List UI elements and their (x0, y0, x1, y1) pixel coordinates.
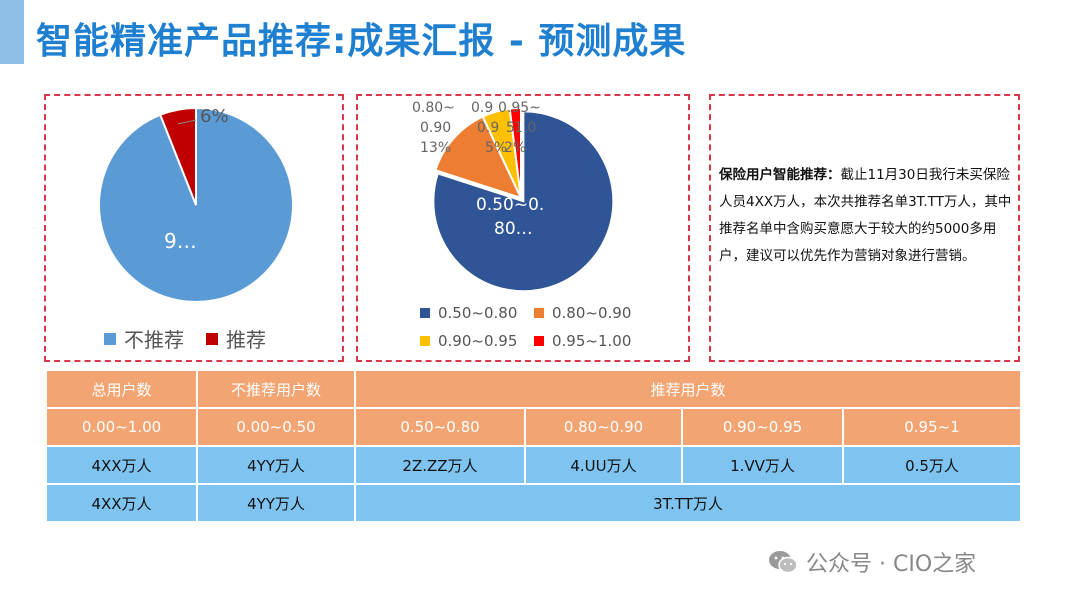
legend-label: 0.95~1.00 (552, 332, 632, 350)
legend-swatch (534, 308, 544, 318)
legend-swatch (420, 336, 430, 346)
page-title: 智能精准产品推荐:成果汇报 - 预测成果 (36, 21, 687, 62)
user-summary-table: 总用户数 不推荐用户数 推荐用户数 0.00~1.00 0.00~0.50 0.… (45, 369, 1023, 523)
table-cell: 4XX万人 (45, 445, 198, 485)
data-label-0.95-1.00-line4: 2% (504, 140, 526, 156)
pie-chart-2: 0.50~0. 80… 0.80~ 0.90 13% 0.9 0.9 5% 0.… (412, 100, 615, 293)
table-row: 4XX万人 4YY万人 3T.TT万人 (45, 483, 1023, 523)
data-label-not-recommended: 9… (164, 229, 197, 253)
legend-item-0.80-0.90: 0.80~0.90 (534, 304, 654, 322)
data-label-0.90-0.95-line3: 5% (485, 140, 507, 156)
legend-label: 推荐 (226, 328, 266, 352)
header-recommended-users: 推荐用户数 (353, 369, 1023, 409)
data-label-0.90-0.95-line2: 0.9 (477, 120, 499, 136)
range-cell: 0.00~0.50 (196, 407, 356, 447)
pie-slice-0.50-0.80 (432, 110, 615, 293)
legend-swatch (206, 332, 218, 345)
range-cell: 0.00~1.00 (45, 407, 198, 447)
table-cell: 4XX万人 (45, 483, 198, 523)
legend-label: 不推荐 (124, 328, 184, 352)
range-cell: 0.95~1 (841, 407, 1023, 447)
legend-swatch (534, 336, 544, 346)
table-cell: 2Z.ZZ万人 (354, 445, 526, 485)
header-not-recommended-users: 不推荐用户数 (196, 369, 356, 409)
wechat-icon (769, 551, 798, 574)
legend-swatch (420, 308, 430, 318)
data-label-0.90-0.95-line1: 0.9 (471, 100, 493, 116)
header-total-users: 总用户数 (45, 369, 198, 409)
data-label-recommended: 6% (200, 106, 229, 127)
table-row: 4XX万人 4YY万人 2Z.ZZ万人 4.UU万人 1.VV万人 0.5万人 (45, 445, 1023, 485)
legend-label: 0.50~0.80 (438, 304, 518, 322)
data-label-0.95-1.00-line1: 0.95~ (498, 100, 541, 116)
pie-chart-panel-score-ranges: 0.50~0. 80… 0.80~ 0.90 13% 0.9 0.9 5% 0.… (356, 94, 690, 362)
legend-label: 0.90~0.95 (438, 332, 518, 350)
pie-chart-1: 6% 9… (98, 106, 294, 303)
pie-legend-1: 不推荐 推荐 (104, 324, 266, 353)
range-cell: 0.80~0.90 (524, 407, 683, 447)
table-cell-recommended-total: 3T.TT万人 (353, 483, 1023, 523)
table-header-row: 总用户数 不推荐用户数 推荐用户数 (45, 369, 1023, 409)
range-cell: 0.50~0.80 (354, 407, 526, 447)
description-body: 截止11月30日我行未买保险人员4XX万人，本次共推荐名单3T.TT万人，其中推… (719, 167, 1012, 264)
description-text: 保险用户智能推荐：截止11月30日我行未买保险人员4XX万人，本次共推荐名单3T… (719, 162, 1015, 270)
pie-legend-2: 0.50~0.80 0.80~0.90 0.90~0.95 0.95~1.00 (420, 304, 680, 350)
data-label-0.95-1.00-line3: 1.0 (514, 120, 536, 136)
legend-item-not-recommended: 不推荐 (104, 324, 184, 353)
table-range-row: 0.00~1.00 0.00~0.50 0.50~0.80 0.80~0.90 … (45, 407, 1023, 447)
legend-item-0.50-0.80: 0.50~0.80 (420, 304, 528, 322)
legend-swatch (104, 332, 116, 345)
watermark: 公众号 · CIO之家 (768, 546, 976, 578)
title-accent-bar (0, 0, 24, 64)
pie-slice-0.80-0.90 (434, 115, 523, 200)
pie-chart-panel-recommendation: 6% 9… 不推荐 推荐 (44, 94, 344, 362)
pie-slice-recommended (158, 106, 197, 206)
table-cell: 4YY万人 (196, 483, 356, 523)
description-heading: 保险用户智能推荐： (719, 167, 841, 183)
table-cell: 1.VV万人 (681, 445, 844, 485)
legend-item-0.90-0.95: 0.90~0.95 (420, 332, 528, 350)
data-label-0.95-1.00-line2: 5 (506, 120, 515, 136)
legend-item-recommended: 推荐 (206, 324, 266, 353)
leader-line (177, 119, 197, 125)
legend-label: 0.80~0.90 (552, 304, 632, 322)
data-label-0.80-0.90-line1: 0.80~ (412, 100, 455, 116)
description-panel: 保险用户智能推荐：截止11月30日我行未买保险人员4XX万人，本次共推荐名单3T… (709, 94, 1020, 362)
table-cell: 4.UU万人 (524, 445, 683, 485)
watermark-text: 公众号 · CIO之家 (806, 552, 977, 577)
data-label-0.50-0.80-line1: 0.50~0. (476, 195, 544, 215)
legend-item-0.95-1.00: 0.95~1.00 (534, 332, 654, 350)
range-cell: 0.90~0.95 (681, 407, 844, 447)
pie-slice-0.95-1.00 (508, 106, 522, 199)
data-label-0.80-0.90-line3: 13% (420, 140, 451, 156)
data-label-0.50-0.80-line2: 80… (494, 219, 533, 239)
data-label-0.80-0.90-line2: 0.90 (420, 120, 451, 136)
table-cell: 0.5万人 (841, 445, 1023, 485)
table-cell: 4YY万人 (196, 445, 356, 485)
